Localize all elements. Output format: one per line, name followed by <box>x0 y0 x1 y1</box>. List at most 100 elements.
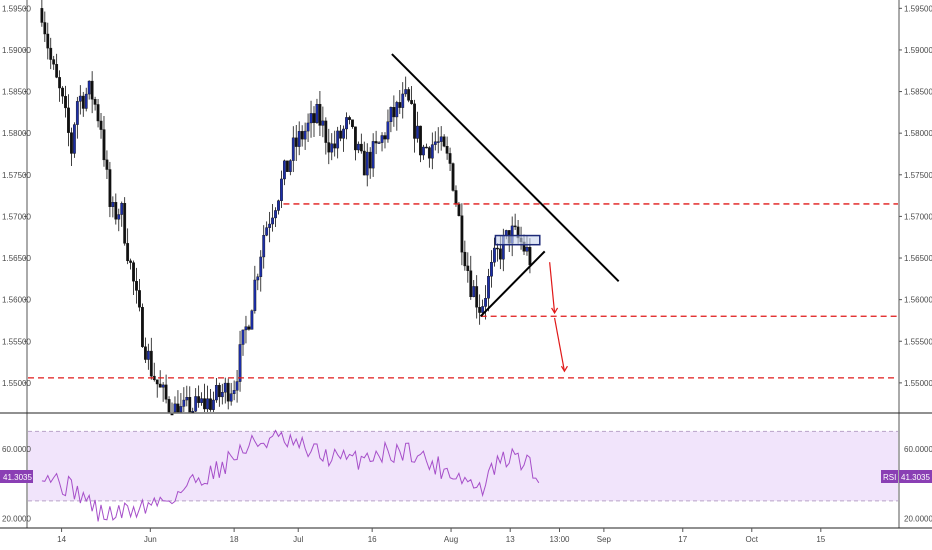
candle-body <box>194 396 198 412</box>
candle-body <box>493 247 496 263</box>
candle-body <box>90 80 94 100</box>
candle-body <box>179 406 183 413</box>
candle-body <box>463 251 467 267</box>
price-ytick-label-left: 1.56000 <box>2 296 31 305</box>
candle-body <box>395 102 399 118</box>
candle-body <box>212 399 215 410</box>
candle-body <box>182 399 186 407</box>
time-tick-label: 18 <box>230 535 239 544</box>
candle-body <box>445 146 449 154</box>
candle-body <box>525 247 529 252</box>
candle-body <box>359 143 363 152</box>
candle-body <box>138 290 141 308</box>
time-axis: 14 Jun 18 Jul 16 Aug 13 13:00 Sep 17 Oct 15 <box>57 528 826 544</box>
rsi-band <box>28 430 898 502</box>
candle-body <box>425 146 428 149</box>
candle-body <box>427 147 431 159</box>
candle-body <box>457 203 461 216</box>
candle-body <box>132 262 135 282</box>
candle-body <box>413 103 416 139</box>
rsi-right-tag-text: 41.3035 <box>901 473 930 482</box>
candle-body <box>220 392 224 398</box>
candle-body <box>490 262 493 277</box>
price-ytick-label-left: 1.57500 <box>2 171 31 180</box>
horizontal-levels <box>28 203 898 379</box>
candle-body <box>312 113 316 123</box>
candle-body <box>185 397 189 401</box>
candle-body <box>365 151 369 176</box>
candle-body <box>386 121 390 140</box>
time-tick-label: 14 <box>57 535 66 544</box>
price-ytick-label-left: 1.57000 <box>2 212 31 221</box>
candle-body <box>454 190 458 205</box>
candle-body <box>209 398 212 410</box>
candle-body <box>448 153 452 164</box>
candle-body <box>256 276 260 281</box>
price-ytick-label-right: 1.57500 <box>904 171 932 180</box>
candle-body <box>442 136 446 147</box>
candle-body <box>250 310 254 330</box>
candle-body <box>330 143 334 153</box>
candle-body <box>315 103 319 123</box>
candle-body <box>277 200 280 211</box>
candle-body <box>111 202 115 207</box>
candle-body <box>143 346 147 360</box>
candle-body <box>235 381 239 391</box>
candle-body <box>451 163 455 191</box>
candle-body <box>96 104 100 122</box>
candle-body <box>513 225 517 228</box>
candle-body <box>280 178 283 201</box>
rsi-overbought-oversold-band <box>28 431 898 501</box>
projection-arrow-head <box>560 365 568 373</box>
candle-body <box>55 64 59 78</box>
price-ytick-label-right: 1.59500 <box>904 4 932 13</box>
candle-body <box>528 247 532 266</box>
candle-body <box>40 8 44 23</box>
candle-body <box>300 131 304 140</box>
candle-body <box>404 89 408 95</box>
candle-body <box>324 120 328 143</box>
candle-body <box>126 243 130 262</box>
candle-body <box>117 214 121 220</box>
projection-arrow-head <box>551 307 559 315</box>
rsi-ytick-label-left: 20.0000 <box>2 514 31 523</box>
resistance-trendline <box>391 53 620 283</box>
time-tick-label: 15 <box>816 535 825 544</box>
candle-body <box>407 89 411 101</box>
candle-body <box>383 135 387 140</box>
candle-body <box>288 160 292 172</box>
candle-body <box>229 393 233 402</box>
candle-body <box>498 248 502 260</box>
candle-body <box>333 143 337 149</box>
time-tick-label: 16 <box>368 535 377 544</box>
candle-body <box>460 215 464 253</box>
rsi-ytick-label-right: 60.0000 <box>904 445 932 454</box>
candle-body <box>129 260 132 263</box>
candle-body <box>374 141 378 144</box>
candle-body <box>392 107 396 118</box>
candle-body <box>58 77 62 89</box>
candle-body <box>283 160 286 180</box>
price-ytick-label-left: 1.59500 <box>2 4 31 13</box>
candle-body <box>274 210 277 219</box>
candlestick-series <box>40 0 532 416</box>
candle-body <box>114 202 118 220</box>
candle-body <box>469 270 473 298</box>
consolidation-box <box>494 234 541 246</box>
time-tick-label: 13:00 <box>549 535 570 544</box>
candle-body <box>356 143 360 151</box>
price-ytick-label-left: 1.58500 <box>2 88 31 97</box>
candle-body <box>291 137 295 161</box>
candle-body <box>241 329 245 345</box>
candle-body <box>244 326 248 331</box>
price-ytick-label-right: 1.55500 <box>904 337 932 346</box>
candle-body <box>164 384 168 400</box>
candle-body <box>321 120 325 126</box>
candle-body <box>170 413 174 416</box>
candle-body <box>155 379 159 385</box>
candle-body <box>368 151 372 169</box>
projection-arrow-shaft <box>553 317 566 372</box>
price-ytick-label-right: 1.58000 <box>904 129 932 138</box>
candle-body <box>348 117 351 120</box>
